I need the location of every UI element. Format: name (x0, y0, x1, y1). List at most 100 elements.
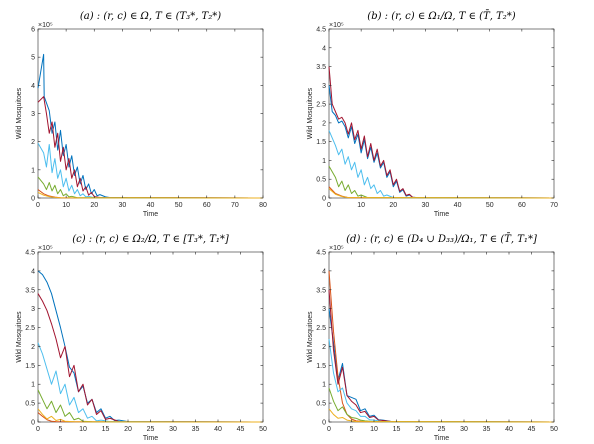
y-exponent-label: ×10⁵ (329, 22, 344, 29)
y-tick-label: 2 (322, 120, 326, 127)
chart-title: (b) : (r, c) ∈ Ω₁/Ω, T ∈ (T̄, T₂*) (367, 10, 515, 22)
x-tick-label: 20 (415, 426, 423, 433)
y-exponent-label: ×10⁵ (329, 245, 344, 252)
x-tick-label: 0 (327, 426, 331, 433)
x-tick-label: 40 (505, 426, 513, 433)
x-tick-label: 30 (422, 202, 430, 209)
series-line-4 (328, 130, 555, 199)
y-tick-label: 3 (31, 111, 35, 118)
x-tick-label: 0 (327, 202, 331, 209)
y-tick-label: 1.5 (25, 363, 35, 370)
y-tick-label: 2 (31, 344, 35, 351)
y-tick-label: 4.5 (25, 250, 35, 257)
x-tick-label: 30 (460, 426, 468, 433)
x-axis-label: Time (143, 435, 158, 442)
y-tick-label: 3 (322, 83, 326, 90)
y-tick-label: 1 (322, 382, 326, 389)
series-line-4 (37, 342, 264, 423)
y-tick-label: 0 (322, 196, 326, 203)
x-tick-label: 25 (147, 426, 155, 433)
series-line-6 (37, 408, 264, 423)
x-tick-label: 0 (36, 202, 40, 209)
y-tick-label: 2 (322, 344, 326, 351)
y-axis-label: Wild Mosquitoes (307, 311, 314, 363)
series-line-3 (328, 66, 555, 199)
y-tick-label: 1 (31, 382, 35, 389)
y-tick-label: 4 (322, 45, 326, 52)
x-tick-label: 35 (483, 426, 491, 433)
y-axis-label: Wild Mosquitoes (16, 87, 23, 139)
y-tick-label: 0 (31, 196, 35, 203)
series-line-6 (328, 188, 555, 199)
y-tick-label: 0.5 (316, 177, 326, 184)
series-line-1 (37, 53, 264, 199)
x-tick-label: 10 (62, 202, 70, 209)
y-tick-label: 2.5 (316, 325, 326, 332)
x-tick-label: 5 (59, 426, 63, 433)
x-tick-label: 5 (350, 426, 354, 433)
x-tick-label: 30 (118, 202, 126, 209)
y-axis-label: Wild Mosquitoes (16, 311, 23, 363)
y-exponent-label: ×10⁵ (38, 245, 53, 252)
x-tick-label: 20 (389, 202, 397, 209)
y-tick-label: 3 (31, 306, 35, 313)
x-axis-label: Time (143, 211, 158, 218)
plot-area (328, 251, 555, 423)
x-tick-label: 20 (124, 426, 132, 433)
y-tick-label: 3.5 (25, 287, 35, 294)
x-tick-label: 80 (259, 202, 267, 209)
y-tick-label: 0.5 (316, 401, 326, 408)
series-line-3 (37, 293, 264, 423)
y-axis-label: Wild Mosquitoes (307, 87, 314, 139)
x-tick-label: 0 (36, 426, 40, 433)
chart-title: (d) : (r, c) ∈ (D₄ ∪ D₃₃)/Ω₁, T ∈ (T̄, T… (346, 233, 537, 245)
x-axis-label: Time (434, 211, 449, 218)
x-tick-label: 10 (79, 426, 87, 433)
x-tick-label: 70 (231, 202, 239, 209)
x-tick-label: 15 (393, 426, 401, 433)
y-tick-label: 3.5 (316, 287, 326, 294)
y-tick-label: 1.5 (316, 363, 326, 370)
y-exponent-label: ×10⁵ (38, 22, 53, 29)
y-tick-label: 0 (322, 420, 326, 427)
x-tick-label: 60 (203, 202, 211, 209)
x-tick-label: 30 (169, 426, 177, 433)
x-tick-label: 25 (438, 426, 446, 433)
y-tick-label: 1.5 (316, 139, 326, 146)
series-line-5 (328, 387, 555, 423)
x-tick-label: 45 (237, 426, 245, 433)
series-line-3 (328, 289, 555, 423)
y-tick-label: 2 (31, 139, 35, 146)
y-tick-label: 3 (322, 306, 326, 313)
y-tick-label: 0 (31, 420, 35, 427)
y-tick-label: 4 (31, 83, 35, 90)
x-tick-label: 45 (528, 426, 536, 433)
y-tick-label: 1 (31, 167, 35, 174)
chart-panel-1: 0 10 20 30 40 50 60 70 80 0 1 2 3 4 5 6×10⁵ (a) : (r, c)… (16, 11, 267, 218)
series-line-4 (37, 142, 264, 199)
x-tick-label: 20 (90, 202, 98, 209)
x-tick-label: 40 (454, 202, 462, 209)
chart-panel-2: 0 10 20 30 40 50 60 70 0 0.5 1 1.5 2 2.5 3 3.5 4 4.5×10⁵ (… (307, 10, 558, 218)
x-tick-label: 10 (370, 426, 378, 433)
x-tick-label: 10 (357, 202, 365, 209)
plot-area (37, 251, 264, 423)
chart-title: (c) : (r, c) ∈ Ω₂/Ω, T ∈ [T₃*, T₁*] (72, 234, 229, 245)
series-line-3 (37, 96, 264, 199)
chart-panel-3: 0 5 10 15 20 25 30 35 40 45 50 0 0.5 1 1.5 2 2.5 3 3.5 4 4.5… (16, 234, 267, 442)
chart-title: (a) : (r, c) ∈ Ω, T ∈ (T₃*, T₂*) (80, 11, 221, 22)
y-tick-label: 2.5 (25, 325, 35, 332)
x-tick-label: 70 (550, 202, 558, 209)
x-tick-label: 40 (214, 426, 222, 433)
x-tick-label: 60 (518, 202, 526, 209)
x-tick-label: 50 (486, 202, 494, 209)
y-tick-label: 5 (31, 55, 35, 62)
x-tick-label: 50 (550, 426, 558, 433)
y-tick-label: 4.5 (316, 250, 326, 257)
series-line-5 (37, 176, 264, 199)
y-tick-label: 0.5 (25, 401, 35, 408)
y-tick-label: 4 (322, 268, 326, 275)
y-tick-label: 3.5 (316, 64, 326, 71)
x-tick-label: 40 (147, 202, 155, 209)
x-tick-label: 50 (259, 426, 267, 433)
